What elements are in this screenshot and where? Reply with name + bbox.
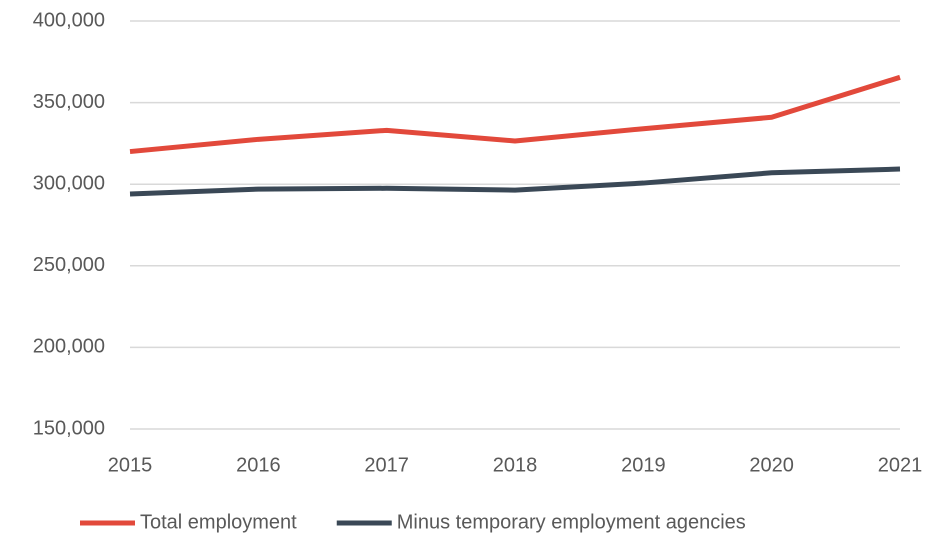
y-tick-label: 300,000 [33, 172, 105, 194]
series-line [129, 74, 901, 155]
x-tick-label: 2015 [108, 454, 153, 476]
x-tick-label: 2019 [621, 454, 666, 476]
x-tick-label: 2020 [749, 454, 794, 476]
legend-label: Minus temporary employment agencies [397, 511, 746, 533]
y-tick-label: 400,000 [33, 9, 105, 31]
series-line [129, 166, 901, 197]
y-tick-label: 350,000 [33, 91, 105, 113]
x-tick-label: 2017 [364, 454, 409, 476]
x-tick-label: 2018 [493, 454, 538, 476]
y-tick-label: 250,000 [33, 254, 105, 276]
y-tick-label: 200,000 [33, 336, 105, 358]
x-tick-label: 2021 [878, 454, 923, 476]
x-tick-label: 2016 [236, 454, 281, 476]
y-tick-label: 150,000 [33, 417, 105, 439]
legend-label: Total employment [140, 511, 297, 533]
